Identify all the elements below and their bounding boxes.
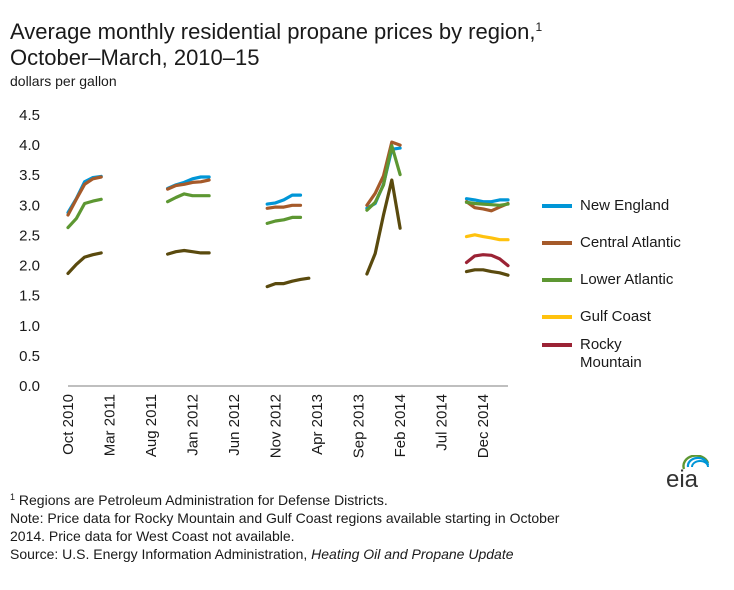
series-line (265, 203, 303, 210)
title-footnote-marker: 1 (535, 20, 543, 34)
y-tick-label: 2.0 (19, 258, 40, 275)
chart-title-line1: Average monthly residential propane pric… (10, 19, 536, 44)
series-line (265, 215, 303, 225)
y-tick-label: 0.5 (19, 348, 40, 365)
note-line-2: 2014. Price data for West Coast not avai… (10, 528, 295, 544)
y-tick-label: 4.5 (19, 107, 40, 124)
series-line (464, 200, 510, 207)
series-line (265, 276, 311, 289)
legend-label: Central Atlantic (580, 234, 681, 251)
series-line (464, 197, 510, 204)
footnotes: 1 Regions are Petroleum Administration f… (10, 488, 725, 563)
chart-title-line2: October–March, 2010–15 (10, 45, 260, 70)
series-line (66, 197, 103, 230)
series-line (265, 193, 303, 206)
x-tick-label: Nov 2012 (268, 394, 285, 458)
y-tick-label: 4.0 (19, 137, 40, 154)
series-line (166, 178, 211, 191)
source-title: Heating Oil and Propane Update (311, 546, 514, 562)
legend-swatch (542, 278, 572, 282)
chart-title: Average monthly residential propane pric… (10, 14, 542, 71)
x-tick-label: Jul 2014 (434, 394, 451, 451)
x-tick-label: Mar 2011 (102, 394, 119, 456)
y-tick-label: 1.5 (19, 288, 40, 305)
x-tick-label: Oct 2010 (60, 394, 77, 455)
eia-logo-text: eia (666, 466, 699, 491)
y-tick-label: 1.0 (19, 318, 40, 335)
series-line (464, 268, 510, 277)
source-prefix: Source: U.S. Energy Information Administ… (10, 546, 312, 562)
series-line (66, 251, 103, 275)
legend-swatch (542, 315, 572, 319)
x-tick-label: Dec 2014 (475, 394, 492, 458)
x-tick-label: Jan 2012 (185, 394, 202, 456)
legend-swatch (542, 241, 572, 245)
y-tick-label: 0.0 (19, 378, 40, 395)
legend-swatch (542, 204, 572, 208)
y-axis-units: dollars per gallon (10, 73, 117, 89)
x-tick-label: Jun 2012 (226, 394, 243, 456)
legend-label: Gulf Coast (580, 308, 651, 325)
source-line: Source: U.S. Energy Information Administ… (10, 545, 725, 563)
series-line (66, 175, 103, 217)
eia-logo-icon: eia (666, 455, 710, 491)
series-line (464, 253, 510, 268)
series-line (166, 192, 211, 204)
x-tick-label: Sep 2013 (351, 394, 368, 458)
x-tick-label: Aug 2011 (143, 394, 160, 457)
series-line (166, 248, 211, 256)
y-tick-label: 2.5 (19, 227, 40, 244)
series-line (464, 233, 510, 242)
legend-label: Rocky Mountain (580, 336, 642, 371)
series-line (365, 140, 402, 207)
x-tick-label: Feb 2014 (392, 394, 409, 457)
legend-swatch (542, 343, 572, 347)
legend-label: Lower Atlantic (580, 271, 674, 288)
line-chart: 0.0 0.5 1.0 1.5 2.0 2.5 3.0 3.5 4.0 4.5 Oct 2010 Ma… (19, 107, 510, 458)
note-line-1: Note: Price data for Rocky Mountain and … (10, 510, 560, 526)
footnote-1: 1 Regions are Petroleum Administration f… (10, 488, 725, 509)
legend-label: New England (580, 197, 670, 214)
footnote-1-marker: 1 (10, 492, 16, 502)
series-line (365, 178, 402, 276)
y-tick-label: 3.0 (19, 197, 40, 214)
footnote-1-text: Regions are Petroleum Administration for… (15, 492, 388, 508)
y-tick-label: 3.5 (19, 167, 40, 184)
x-tick-label: Apr 2013 (309, 394, 326, 455)
series-line (365, 144, 402, 212)
